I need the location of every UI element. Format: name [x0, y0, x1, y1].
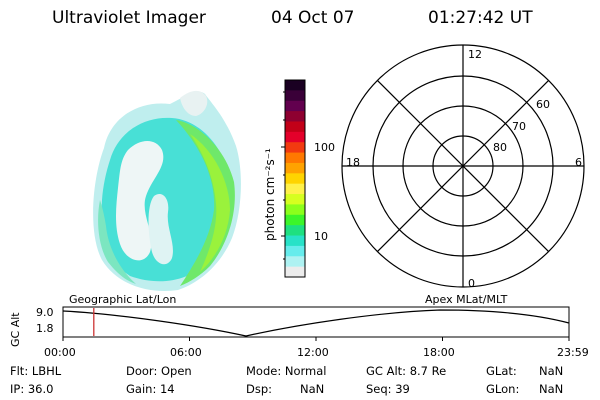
lat-label-60: 60: [536, 98, 550, 111]
status-gain: Gain: 14: [126, 382, 175, 396]
colorbar-band: [285, 90, 305, 102]
lat-label-80: 80: [493, 141, 507, 154]
status-mode: Mode: Normal: [246, 364, 327, 378]
colorbar-band: [285, 121, 305, 133]
status-glat-value: NaN: [539, 364, 564, 378]
colorbar-band: [285, 131, 305, 143]
colorbar-band: [285, 214, 305, 226]
timeline-x-tick-0: 00:00: [44, 346, 76, 359]
status-glon-label: GLon:: [486, 382, 520, 396]
status-seq: Seq: 39: [366, 382, 410, 396]
mlt-label-6: 6: [575, 156, 582, 169]
status-glat-label: GLat:: [486, 364, 517, 378]
colorbar-band: [285, 245, 305, 257]
altitude-curve: [62, 309, 570, 337]
polar-circle-70: [402, 105, 524, 227]
status-dsp-label: Dsp:: [246, 382, 273, 396]
status-gc-alt: GC Alt: 8.7 Re: [366, 364, 447, 378]
instrument-title: Ultraviolet Imager: [52, 8, 206, 28]
polar-circle-60: [372, 75, 554, 257]
mlt-label-12: 12: [468, 48, 482, 61]
colorbar-band: [285, 194, 305, 206]
status-ip: IP: 36.0: [10, 382, 54, 396]
polar-diagonal-2: [376, 79, 550, 253]
timeline-x-tick-4: 23:59: [557, 346, 589, 359]
colorbar-band: [285, 142, 305, 154]
colorbar-band: [285, 152, 305, 164]
status-filter: Flt: LBHL: [10, 364, 62, 378]
timeline-x-tick-2: 12:00: [297, 346, 329, 359]
date-label: 04 Oct 07: [271, 8, 355, 28]
colorbar-band: [285, 80, 305, 91]
time-label: 01:27:42 UT: [428, 8, 533, 28]
colorbar-band: [285, 204, 305, 216]
colorbar-band: [285, 225, 305, 237]
colorbar-band: [285, 162, 305, 174]
timeline-right-title: Apex MLat/MLT: [425, 293, 508, 306]
polar-diagonal-1: [376, 79, 550, 253]
lat-label-70: 70: [512, 120, 526, 133]
colorbar-unit-label: photon cm⁻²s⁻¹: [263, 148, 277, 241]
colorbar-band: [285, 256, 305, 268]
polar-circle-outer: [341, 44, 585, 288]
colorbar-band: [285, 173, 305, 185]
timeline-y-tick-low: 1.8: [36, 322, 54, 335]
colorbar-tick-100: 100: [314, 141, 335, 154]
timeline-x-tick-1: 06:00: [170, 346, 202, 359]
status-dsp-value: NaN: [300, 382, 325, 396]
mlt-label-18: 18: [346, 156, 360, 169]
colorbar-band: [285, 100, 305, 112]
timeline-x-tick-3: 18:00: [423, 346, 455, 359]
timeline-y-tick-high: 9.0: [36, 306, 54, 319]
timeline-y-label: GC Alt: [9, 312, 22, 347]
polar-circle-80: [432, 135, 494, 197]
status-glon-value: NaN: [539, 382, 564, 396]
colorbar-band: [285, 266, 305, 278]
colorbar-band: [285, 183, 305, 195]
colorbar-tick-10: 10: [314, 230, 328, 243]
colorbar-band: [285, 111, 305, 123]
timeline-left-title: Geographic Lat/Lon: [69, 293, 177, 306]
mlt-label-0: 0: [468, 277, 475, 290]
timeline-x-ticks: [62, 337, 570, 341]
colorbar-band: [285, 235, 305, 247]
status-door: Door: Open: [126, 364, 192, 378]
